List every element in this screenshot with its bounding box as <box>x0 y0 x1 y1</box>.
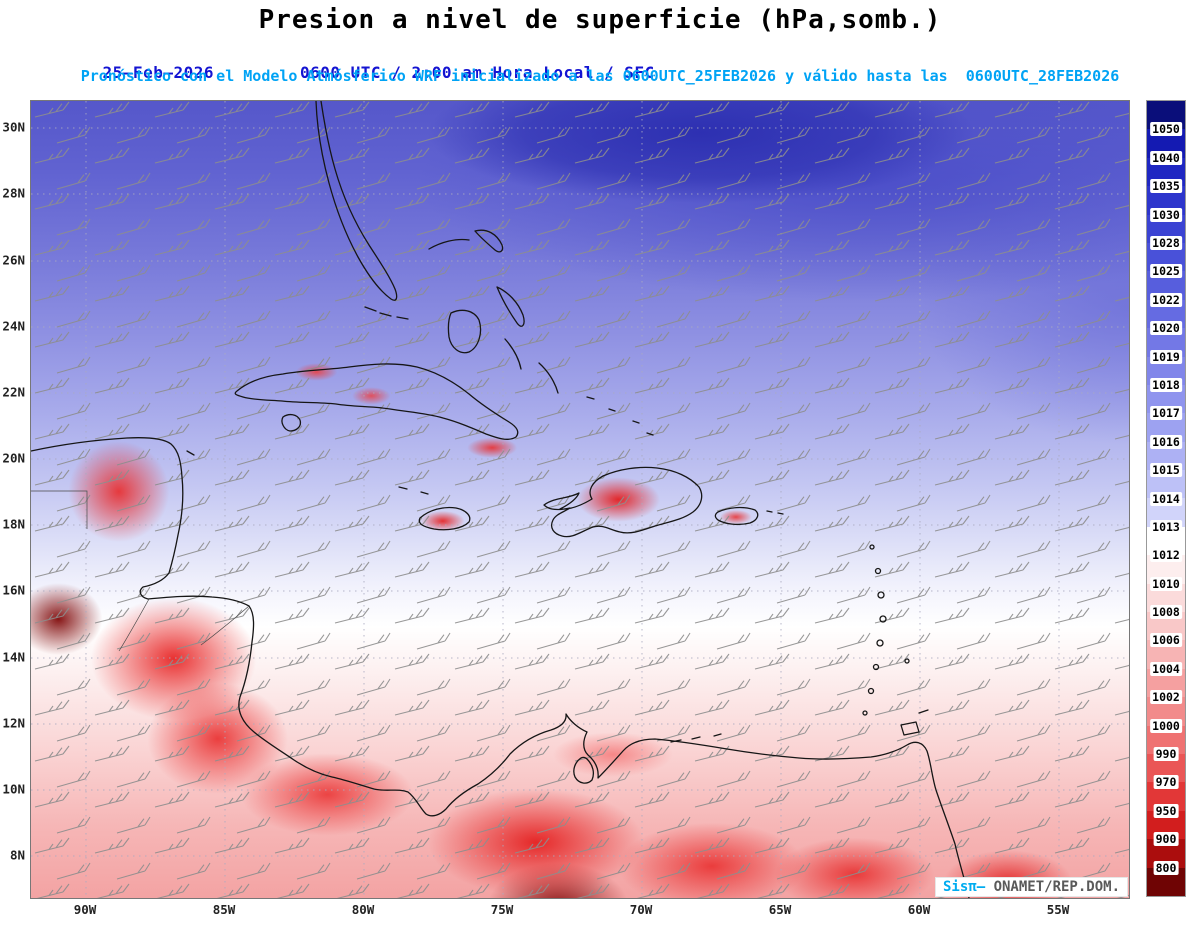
coast-cozumel <box>186 450 195 456</box>
coast-cuba <box>234 363 519 440</box>
colorbar: 1050 1040 1035 1030 1028 1025 1022 1020 … <box>1146 100 1186 897</box>
latitude-axis: 30N 28N 26N 24N 22N 20N 18N 16N 14N 12N … <box>0 100 28 897</box>
lon-label: 75W <box>490 902 514 917</box>
lat-label: 20N <box>2 450 25 466</box>
attribution-org: ONAMET/REP.DOM. <box>985 879 1120 895</box>
datetime-line: 25—Feb—2026 0600 UTC / 2:00 am Hora Local… <box>62 44 655 101</box>
lat-label: 18N <box>2 516 25 532</box>
lon-label: 70W <box>629 902 653 917</box>
coast-bahamas <box>428 229 654 436</box>
colorbar-tick-label: 1006 <box>1150 633 1182 648</box>
colorbar-tick-label: 1015 <box>1150 463 1182 478</box>
map-canvas: Sisπ— ONAMET/REP.DOM. <box>30 100 1130 899</box>
coast-lake-maracaibo <box>573 756 594 784</box>
lon-label: 85W <box>212 902 236 917</box>
lat-label: 10N <box>2 781 25 797</box>
lat-label: 8N <box>9 847 25 863</box>
coast-puerto-rico <box>714 506 784 526</box>
coast-caymans <box>398 486 429 495</box>
colorbar-tick-label: 1000 <box>1150 718 1182 733</box>
lat-label: 24N <box>2 318 25 334</box>
colorbar-tick-label: 1014 <box>1150 491 1182 506</box>
colorbar-tick-label: 900 <box>1153 832 1179 847</box>
colorbar-tick-label: 990 <box>1153 747 1179 762</box>
colorbar-tick-label: 1019 <box>1150 349 1182 364</box>
colorbar-tick-label: 970 <box>1153 775 1179 790</box>
coast-hispaniola <box>543 466 703 538</box>
map-overlay <box>31 101 1129 898</box>
model-info-line: Pronóstico con el Modelo Atmósferico WRF… <box>80 67 1120 85</box>
colorbar-tick-label: 1025 <box>1150 264 1182 279</box>
lon-label: 55W <box>1046 902 1070 917</box>
colorbar-tick-label: 1050 <box>1150 122 1182 137</box>
wind-barbs-layer <box>31 101 1129 898</box>
lat-label: 30N <box>2 119 25 135</box>
colorbar-tick-label: 1016 <box>1150 434 1182 449</box>
colorbar-tick-label: 1020 <box>1150 321 1182 336</box>
forecast-time: 0600 UTC / 2:00 am Hora Local / SFC <box>300 63 655 82</box>
page-title: Presion a nivel de superficie (hPa,somb.… <box>258 5 942 35</box>
lat-label: 22N <box>2 384 25 400</box>
colorbar-tick-label: 800 <box>1153 860 1179 875</box>
lat-label: 14N <box>2 649 25 665</box>
lat-label: 28N <box>2 185 25 201</box>
colorbar-tick-label: 950 <box>1153 803 1179 818</box>
colorbar-tick-label: 1028 <box>1150 235 1182 250</box>
colorbar-tick-label: 1018 <box>1150 377 1182 392</box>
colorbar-tick-label: 1010 <box>1150 576 1182 591</box>
forecast-date: 25—Feb—2026 <box>102 63 214 82</box>
coast-florida-keys <box>364 306 409 320</box>
country-borders <box>31 490 250 652</box>
coast-mainland <box>31 437 970 898</box>
lat-label: 12N <box>2 715 25 731</box>
colorbar-tick-label: 1030 <box>1150 207 1182 222</box>
sispi-brand: Sisπ— <box>942 879 986 895</box>
colorbar-tick-label: 1040 <box>1150 150 1182 165</box>
colorbar-tick-label: 1012 <box>1150 548 1182 563</box>
lon-label: 60W <box>907 902 931 917</box>
attribution-badge: Sisπ— ONAMET/REP.DOM. <box>935 878 1127 896</box>
colorbar-tick-label: 1035 <box>1150 179 1182 194</box>
lon-label: 65W <box>768 902 792 917</box>
coast-lesser-antilles <box>862 544 929 736</box>
colorbar-tick-label: 1017 <box>1150 406 1182 421</box>
lon-label: 90W <box>73 902 97 917</box>
coastlines <box>31 101 970 898</box>
coast-florida <box>315 101 398 301</box>
lat-label: 26N <box>2 252 25 268</box>
colorbar-tick-label: 1002 <box>1150 690 1182 705</box>
coast-isla-juventud <box>281 413 302 432</box>
lat-label: 16N <box>2 582 25 598</box>
colorbar-tick-label: 1013 <box>1150 519 1182 534</box>
longitude-axis: 90W 85W 80W 75W 70W 65W 60W 55W <box>30 899 1128 921</box>
colorbar-tick-label: 1008 <box>1150 605 1182 620</box>
coast-jamaica <box>418 506 471 531</box>
colorbar-tick-label: 1022 <box>1150 292 1182 307</box>
colorbar-tick-label: 1004 <box>1150 661 1182 676</box>
lon-label: 80W <box>351 902 375 917</box>
